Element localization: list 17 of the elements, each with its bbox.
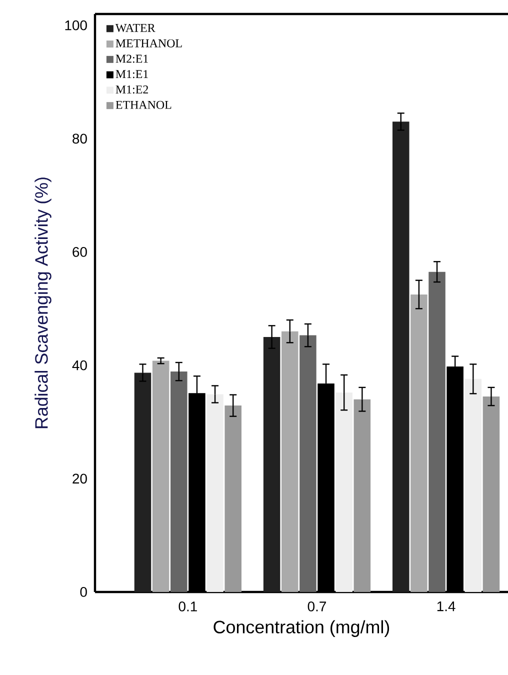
y-tick-label: 40 bbox=[72, 360, 87, 370]
x-tick-label: 1.4 bbox=[437, 602, 456, 612]
legend-label: M2:E1 bbox=[116, 54, 148, 63]
y-tick-label: 100 bbox=[65, 20, 87, 30]
y-tick-label: 60 bbox=[72, 247, 87, 257]
x-tick-label: 0.1 bbox=[178, 602, 197, 612]
legend-label: M1:E1 bbox=[116, 70, 148, 78]
legend-label: METHANOL bbox=[116, 39, 182, 48]
legend-label: WATER bbox=[115, 24, 156, 32]
x-axis-title: Concentration (mg/ml) bbox=[214, 620, 390, 637]
y-tick-label: 0 bbox=[80, 587, 87, 597]
legend-label: ETHANOL bbox=[116, 100, 172, 109]
legend-label: M1:E2 bbox=[116, 85, 148, 94]
y-tick-label: 80 bbox=[72, 134, 87, 144]
y-tick-label: 20 bbox=[72, 474, 87, 484]
x-tick-label: 0.7 bbox=[308, 602, 326, 612]
y-axis-title: Radical Scavenging Activity (%) bbox=[34, 178, 52, 428]
